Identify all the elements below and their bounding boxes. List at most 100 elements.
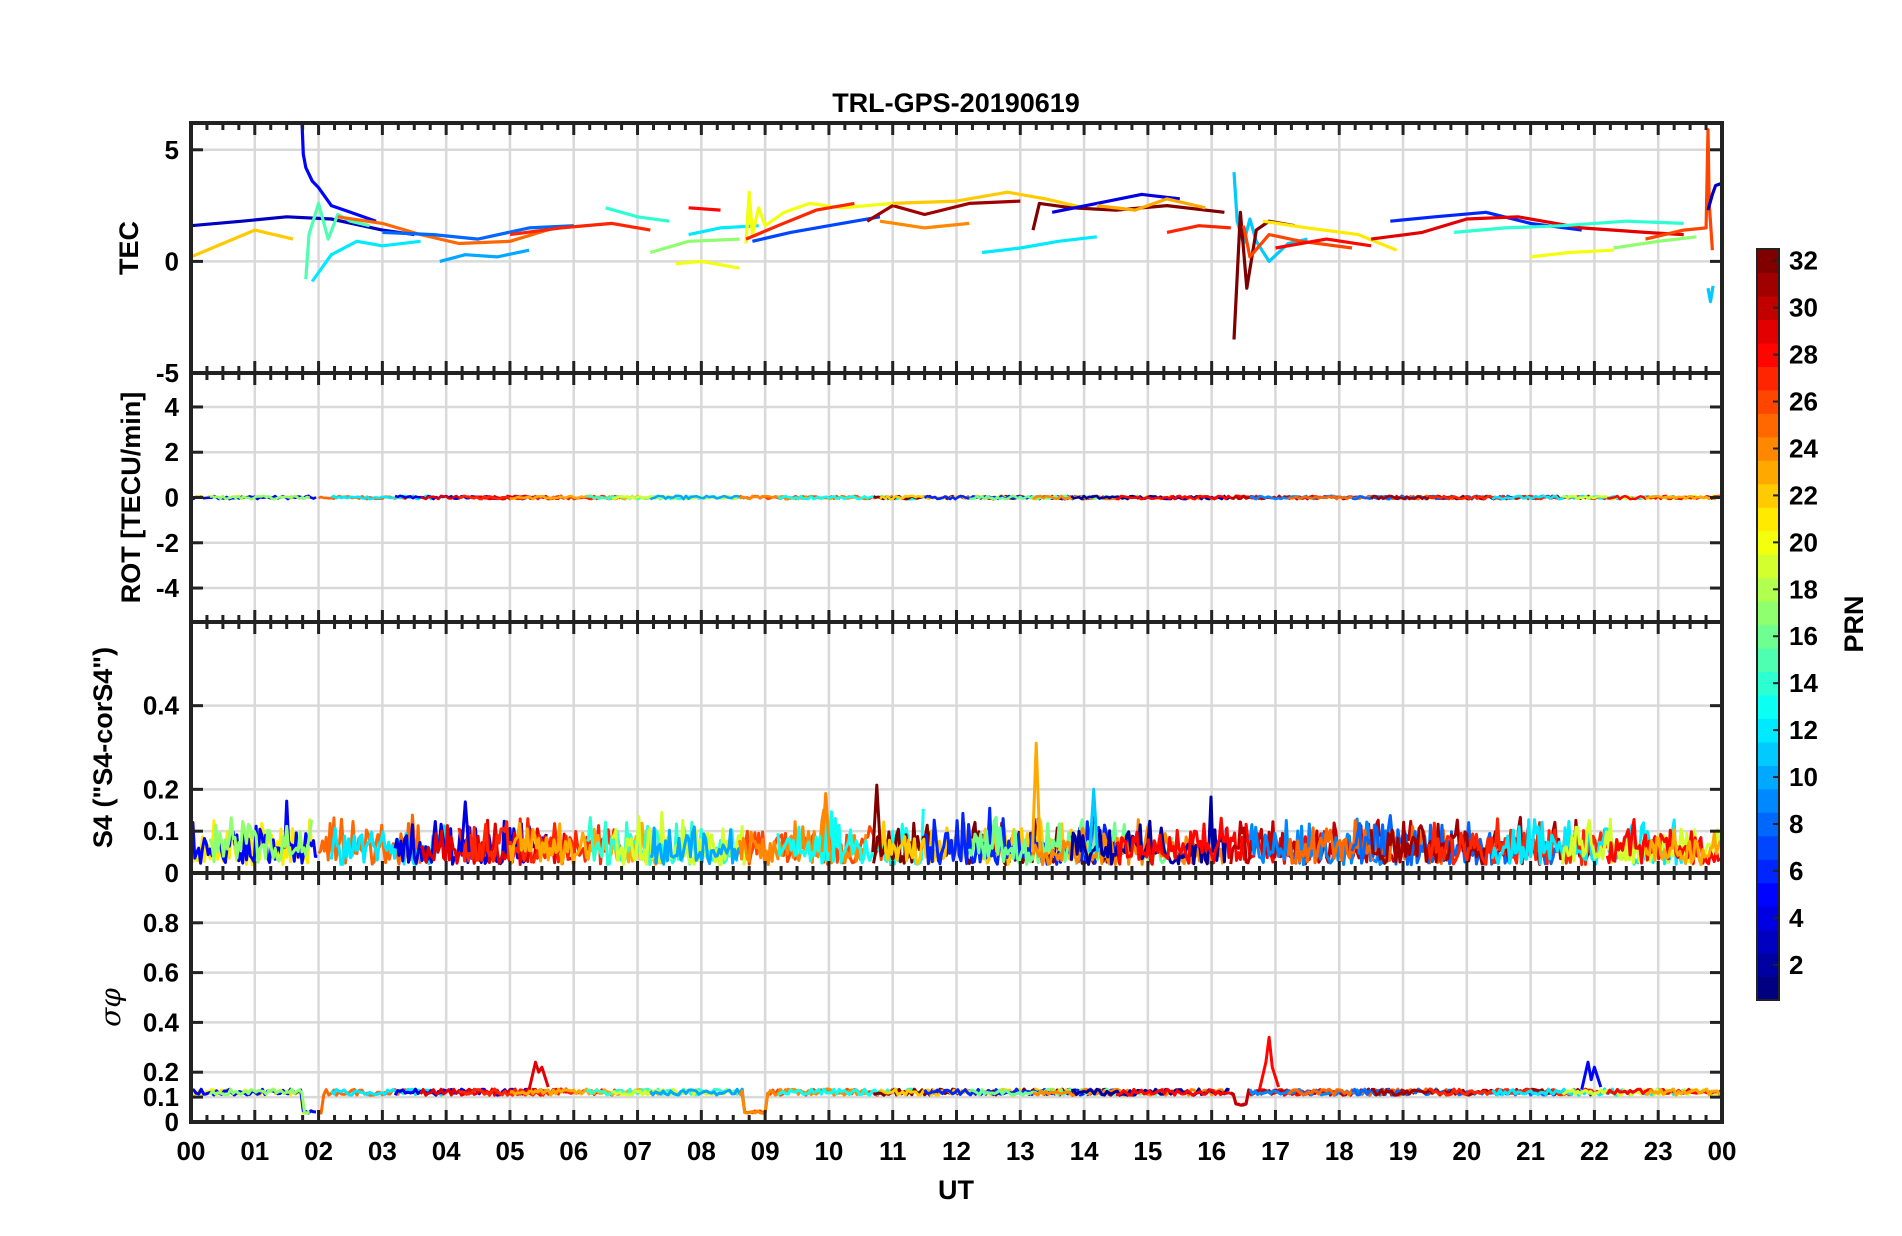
- colorbar-swatch-prn-27: [1757, 366, 1779, 391]
- colorbar-swatch-prn-11: [1757, 741, 1779, 766]
- colorbar-frame: [1756, 248, 1780, 1001]
- panel-tec: -5 0 5 TEC: [114, 121, 1724, 388]
- colorbar-swatch-prn-32: [1757, 249, 1779, 274]
- sigma-peak: [1258, 1035, 1281, 1090]
- colorbar-tick-label: 32: [1789, 246, 1818, 276]
- rot-series-prn-23: [1645, 494, 1722, 501]
- y-axis-label: S4 ("S4-corS4"): [88, 647, 118, 848]
- tec-series-prn-14: [1453, 219, 1684, 234]
- tec-series-prn-27: [1166, 224, 1231, 234]
- colorbar-swatch-prn-4: [1757, 906, 1779, 931]
- colorbar-tick-label: 6: [1789, 856, 1803, 886]
- x-tick-label: 22: [1580, 1136, 1609, 1166]
- s4-series-prn-14: [585, 816, 739, 866]
- s4-series-prn-10: [649, 825, 747, 866]
- tec-series-prn-23: [1096, 197, 1206, 212]
- colorbar-swatch-prn-31: [1757, 272, 1779, 297]
- sigma-series-prn-17: [208, 1087, 310, 1115]
- x-axis-label: UT: [938, 1175, 974, 1205]
- y-axis-label: TEC: [114, 221, 144, 275]
- tec-series-prn-20: [1530, 248, 1614, 259]
- s4-series-prn-28: [1605, 818, 1722, 866]
- x-tick-label: 04: [432, 1136, 461, 1166]
- rot-series-prn-17: [209, 494, 311, 501]
- panel-s4: 0 0.1 0.2 0.4 S4 ("S4-corS4"): [88, 620, 1724, 888]
- sigma-series-prn-25: [1287, 1087, 1456, 1097]
- tec-series-prn-12: [981, 235, 1097, 255]
- colorbar-swatch-prn-24: [1757, 436, 1779, 461]
- tec-series-prn-20: [675, 259, 740, 270]
- tec-series-prn-15: [304, 201, 370, 280]
- colorbar-tick-label: 10: [1789, 762, 1818, 792]
- tec-series-prn-28: [688, 206, 721, 212]
- y-tick-label: 5: [165, 135, 179, 165]
- series-group: [191, 741, 1722, 867]
- y-tick-label: 0.1: [143, 816, 179, 846]
- s4-series-prn-23: [1644, 827, 1722, 867]
- colorbar-swatch-prn-6: [1757, 859, 1779, 884]
- y-tick-label: -4: [156, 573, 180, 603]
- x-tick-label: 15: [1133, 1136, 1162, 1166]
- series-group: [191, 123, 1722, 340]
- tec-series-prn-26: [1242, 225, 1353, 259]
- grid: [189, 873, 1724, 1124]
- tec-series-prn-25: [337, 215, 556, 246]
- x-tick-label: 17: [1261, 1136, 1290, 1166]
- colorbar-tick-label: 4: [1789, 903, 1804, 933]
- tec-series-prn-10: [439, 248, 530, 263]
- colorbar-swatch-prn-29: [1757, 319, 1779, 344]
- colorbar-swatch-prn-18: [1757, 577, 1779, 602]
- tec-series-prn-22: [892, 190, 1085, 210]
- y-tick-label: 0.1: [143, 1082, 179, 1112]
- tec-series-prn-5: [300, 123, 377, 223]
- y-tick-label: 0.2: [143, 774, 179, 804]
- tec-series-prn-7: [752, 215, 881, 243]
- chart-title: TRL-GPS-20190619: [832, 88, 1080, 118]
- colorbar-tick-label: 16: [1789, 621, 1818, 651]
- colorbar-tick-label: 26: [1789, 387, 1818, 417]
- colorbar-swatch-prn-19: [1757, 554, 1779, 579]
- colorbar-swatch-prn-26: [1757, 389, 1779, 414]
- s4-spike: [460, 800, 471, 853]
- y-tick-label: 0.6: [143, 958, 179, 988]
- y-tick-label: 0.4: [143, 691, 180, 721]
- rot-series-prn-29: [420, 494, 573, 501]
- colorbar-swatch-prn-23: [1757, 460, 1779, 485]
- colorbar-tick-label: 28: [1789, 340, 1818, 370]
- y-axis-label: σφ: [94, 988, 127, 1027]
- tec-series-prn-29: [1370, 215, 1684, 241]
- x-tick-label: 08: [687, 1136, 716, 1166]
- panel-sigma-phi: 00.10.2 0.4 0.6 0.8 σφ: [94, 871, 1724, 1137]
- tec-series-prn-27: [745, 201, 855, 241]
- x-tick-label: 00: [1708, 1136, 1737, 1166]
- tec-series-prn-3: [1706, 181, 1722, 211]
- tec-series-prn-24: [879, 219, 970, 230]
- y-tick-label: -5: [156, 358, 179, 388]
- y-tick-label: 0.2: [143, 1057, 179, 1087]
- tec-series-prn-4: [1051, 192, 1180, 214]
- tec-series-prn-28: [1275, 237, 1372, 250]
- y-tick-label: 0.4: [143, 1007, 180, 1037]
- x-tick-label: 19: [1389, 1136, 1418, 1166]
- sigma-series-prn-23: [1645, 1087, 1722, 1097]
- colorbar-tick-label: 20: [1789, 527, 1818, 557]
- tec-series-prn-3: [191, 215, 415, 237]
- panel-rot: -4 -2 0 2 4 ROT [TECU/min]: [116, 371, 1724, 624]
- x-tick-label: 07: [623, 1136, 652, 1166]
- colorbar-swatch-prn-14: [1757, 671, 1779, 696]
- x-tick-label: 12: [942, 1136, 971, 1166]
- tec-series-prn-17: [1613, 235, 1697, 250]
- colorbar-tick-label: 22: [1789, 480, 1818, 510]
- colorbar-swatch-prn-8: [1757, 812, 1779, 837]
- colorbar-swatch-prn-5: [1757, 882, 1779, 907]
- x-tick-label: 01: [240, 1136, 269, 1166]
- tec-series-prn-8: [382, 224, 574, 241]
- x-tick-label: 05: [495, 1136, 524, 1166]
- tec-series-prn-27: [509, 221, 651, 237]
- colorbar-swatch-prn-7: [1757, 835, 1779, 860]
- rot-series-prn-12: [330, 494, 445, 501]
- sigma-series-prn-10: [649, 1087, 747, 1113]
- colorbar-swatch-prn-25: [1757, 413, 1779, 438]
